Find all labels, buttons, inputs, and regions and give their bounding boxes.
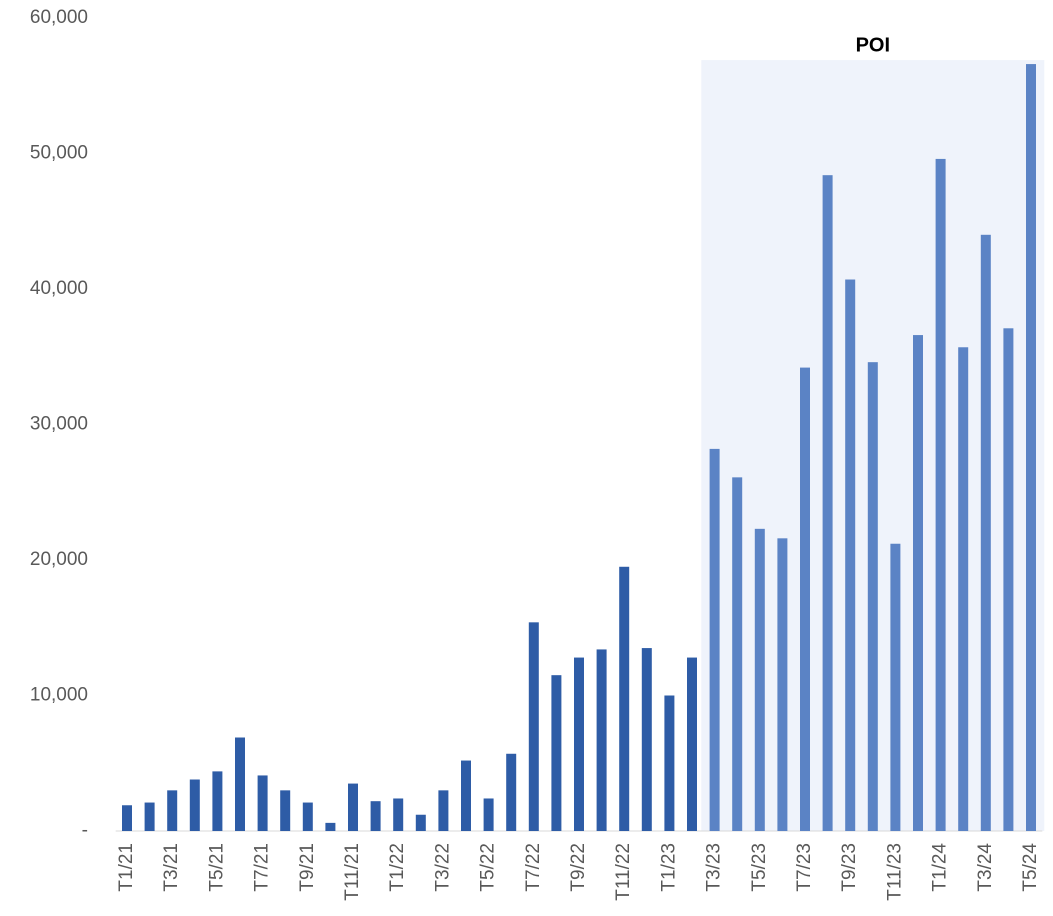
y-tick-label: - [82, 820, 88, 841]
bar [754, 528, 765, 831]
bar [822, 175, 833, 831]
bar [958, 347, 969, 831]
bar [890, 543, 901, 831]
bar [167, 790, 178, 831]
bar [415, 814, 426, 831]
y-tick-label: 20,000 [30, 549, 88, 570]
bar [528, 622, 539, 831]
bar [348, 783, 358, 831]
x-tick-label: T9/22 [568, 843, 589, 892]
bar [325, 822, 336, 831]
bar [845, 279, 856, 831]
x-tick-label: T9/23 [839, 843, 860, 892]
bar [619, 566, 630, 831]
bar [732, 477, 743, 831]
x-tick-label: T7/23 [794, 843, 815, 892]
x-tick-label: T11/22 [613, 843, 634, 901]
x-tick-label: T1/23 [658, 843, 679, 892]
x-tick-label: T11/23 [884, 843, 905, 901]
x-tick-label: T1/24 [930, 843, 951, 892]
bar [144, 802, 155, 831]
bar [302, 802, 313, 831]
x-tick-label: T3/23 [704, 843, 725, 892]
x-tick-label: T1/21 [116, 843, 137, 892]
bar [235, 737, 245, 831]
x-tick-label: T5/24 [1020, 843, 1041, 892]
annotation-label: POI [856, 34, 890, 56]
bar [461, 760, 471, 831]
bar [438, 790, 449, 831]
bar [641, 648, 652, 831]
x-tick-label: T7/21 [252, 843, 273, 892]
bar [370, 801, 381, 831]
x-tick-label: T3/24 [975, 843, 996, 892]
bar [122, 805, 132, 831]
x-tick-label: T5/23 [749, 843, 770, 892]
y-tick-label: 40,000 [30, 278, 88, 299]
bar [1026, 64, 1036, 831]
y-tick-label: 30,000 [30, 414, 88, 435]
bar [483, 798, 494, 831]
bar [280, 790, 291, 831]
bar [664, 695, 675, 831]
bar [800, 367, 810, 831]
x-tick-label: T9/21 [297, 843, 318, 892]
bar [257, 775, 268, 831]
bar [596, 649, 607, 831]
bar [980, 234, 991, 832]
bar [1003, 328, 1014, 831]
bar [709, 448, 720, 831]
x-tick-label: T3/21 [161, 843, 182, 892]
y-tick-label: 50,000 [30, 143, 88, 164]
bar [212, 771, 223, 831]
x-tick-label: T11/21 [342, 843, 363, 901]
bar [189, 779, 200, 831]
bar [574, 657, 584, 831]
bar [867, 362, 878, 831]
y-tick-label: 60,000 [30, 7, 88, 28]
y-tick-label: 10,000 [30, 685, 88, 706]
x-tick-label: T5/22 [478, 843, 499, 892]
x-tick-label: T3/22 [432, 843, 453, 892]
bar [913, 335, 923, 831]
x-tick-label: T7/22 [523, 843, 544, 892]
bar [551, 675, 562, 831]
bar [935, 158, 946, 832]
bar [393, 798, 404, 831]
x-tick-label: T1/22 [387, 843, 408, 892]
x-tick-label: T5/21 [206, 843, 227, 892]
bar [777, 538, 788, 831]
bar [506, 753, 517, 831]
bar [687, 657, 697, 831]
